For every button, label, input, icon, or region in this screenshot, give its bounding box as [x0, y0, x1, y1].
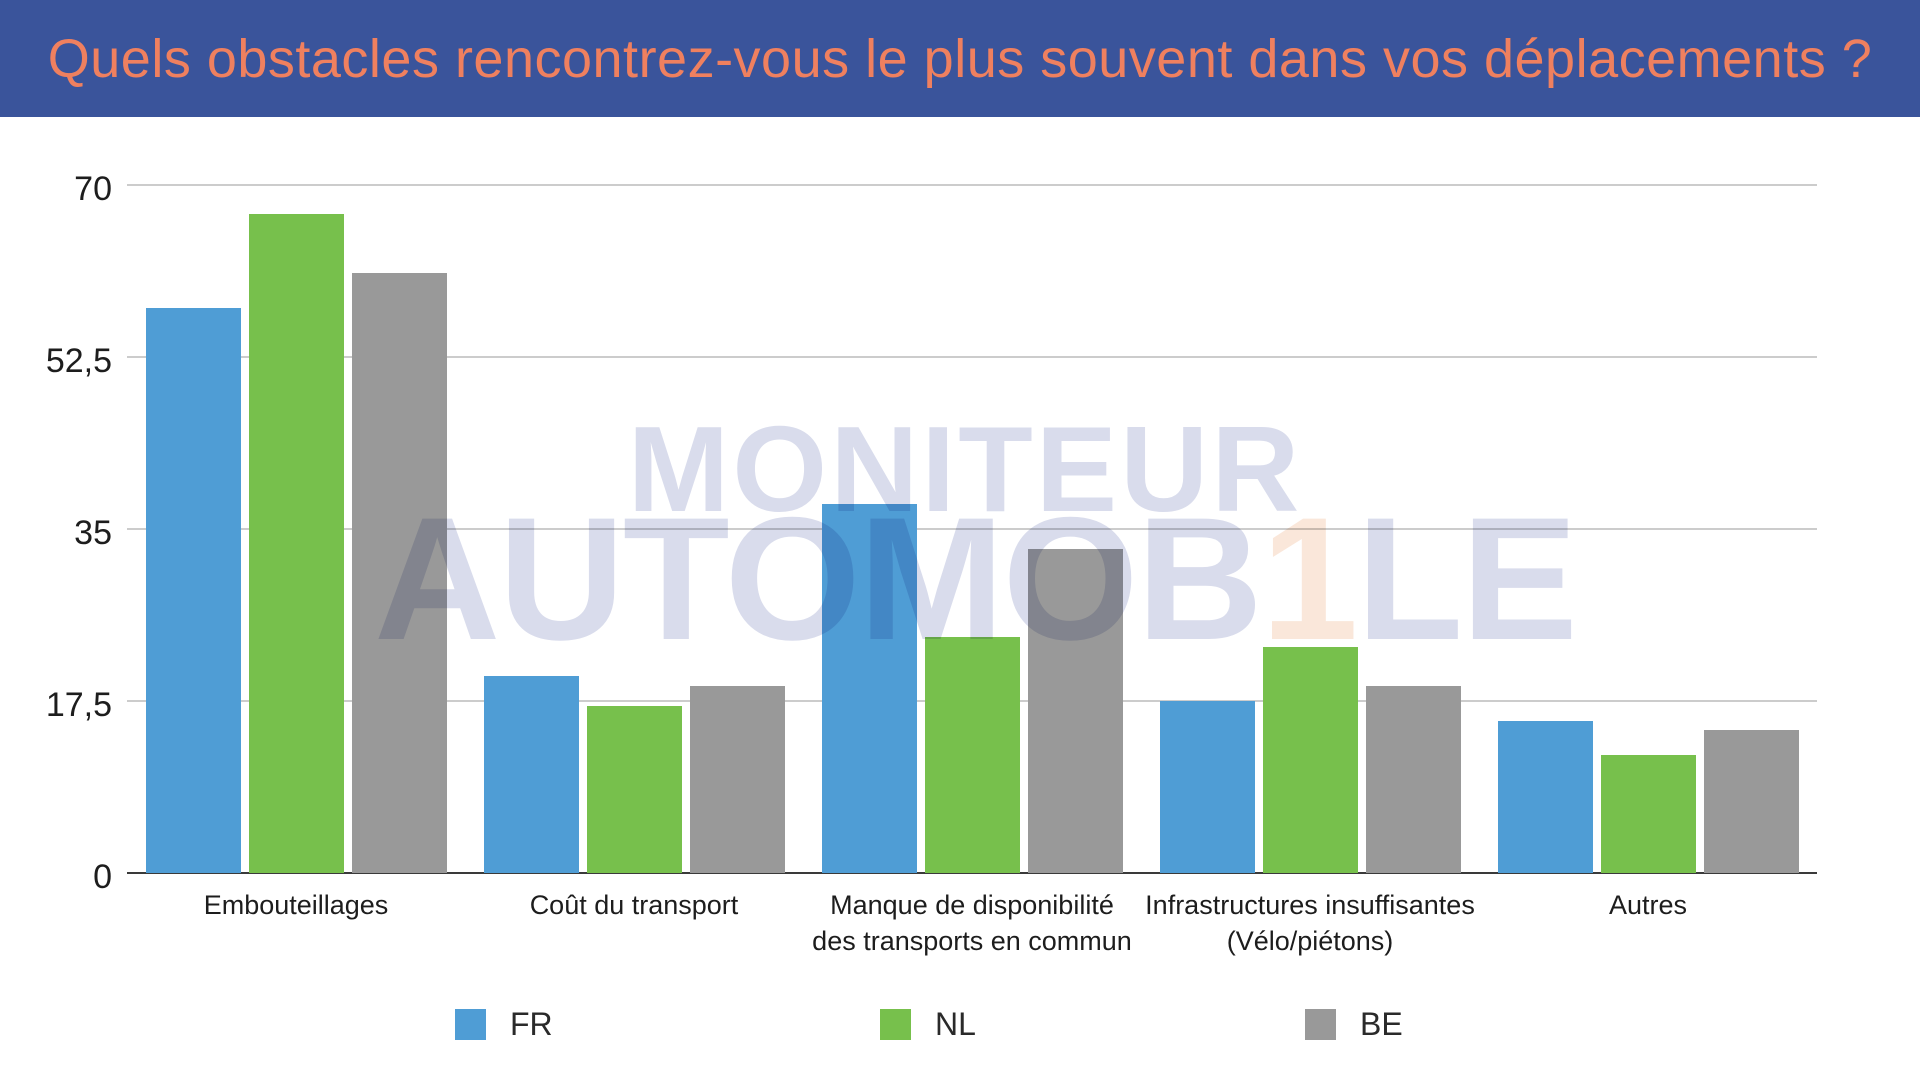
- bar-be-4: [1366, 686, 1461, 873]
- y-axis-tick-label: 0: [93, 858, 112, 896]
- bar-nl-4: [1263, 647, 1358, 873]
- category-label: Coût du transport: [529, 890, 739, 920]
- bar-fr-2: [484, 676, 579, 873]
- bar-fr-5: [1498, 721, 1593, 873]
- bar-nl-5: [1601, 755, 1696, 873]
- legend-label-be: BE: [1360, 1005, 1403, 1042]
- legend-item-fr: FR: [455, 1006, 553, 1042]
- bar-fr-4: [1160, 701, 1255, 873]
- chart-title: Quels obstacles rencontrez-vous le plus …: [47, 28, 1873, 89]
- category-label: Infrastructures insuffisantes (Vélo/piét…: [1145, 890, 1475, 956]
- bar-nl-1: [249, 214, 344, 873]
- legend-label-fr: FR: [510, 1005, 553, 1042]
- legend-swatch-be: [1305, 1008, 1336, 1040]
- legend-item-be: BE: [1305, 1006, 1403, 1042]
- legend-item-nl: NL: [880, 1006, 976, 1042]
- legend-label-nl: NL: [935, 1005, 976, 1042]
- y-axis-tick-label: 52,5: [45, 342, 112, 380]
- gridline: [127, 528, 1817, 530]
- category-label: Manque de disponibilité des transports e…: [812, 890, 1132, 956]
- legend-swatch-fr: [455, 1008, 486, 1040]
- legend-swatch-nl: [880, 1008, 911, 1040]
- gridline: [127, 356, 1817, 358]
- bar-nl-3: [925, 637, 1020, 873]
- category-label: Embouteillages: [203, 890, 389, 920]
- bar-be-2: [690, 686, 785, 873]
- bar-chart-plot-area: 0 17,5 35 52,5 70 Embouteillages Coût du trans…: [0, 117, 1920, 1080]
- title-bar: Quels obstacles rencontrez-vous le plus …: [0, 0, 1920, 117]
- x-axis-line: [127, 872, 1817, 874]
- bar-nl-2: [587, 706, 682, 873]
- bar-fr-3: [822, 504, 917, 873]
- bar-be-1: [352, 273, 447, 873]
- bar-be-5: [1704, 730, 1799, 873]
- bar-fr-1: [146, 308, 241, 873]
- bar-be-3: [1028, 549, 1123, 873]
- y-axis-tick-label: 35: [74, 514, 112, 552]
- category-label: Autres: [1608, 890, 1688, 920]
- y-axis-tick-label: 70: [74, 170, 112, 208]
- y-axis-tick-label: 17,5: [45, 686, 112, 724]
- gridline: [127, 184, 1817, 186]
